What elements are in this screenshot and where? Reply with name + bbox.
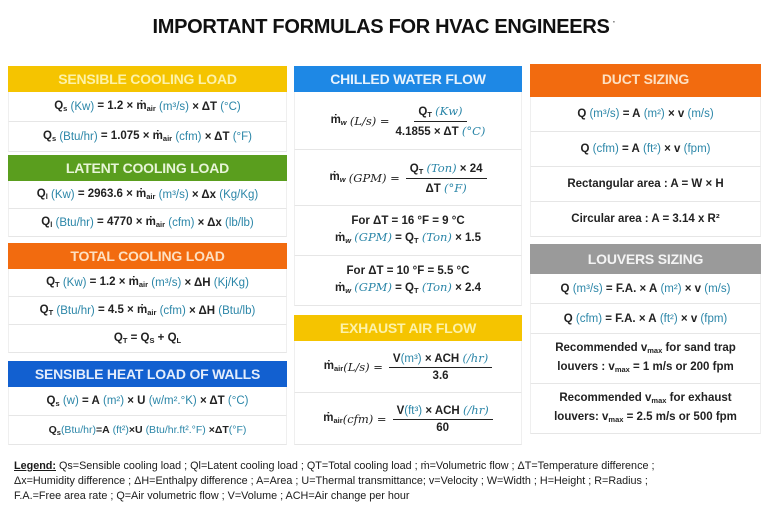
- formula-row: Ql (Kw) = 2963.6 × ṁair (m³/s) × Δx (Kg/…: [8, 181, 287, 209]
- right-column: DUCT SIZING Q (m³/s) = A (m²) × v (m/s) …: [530, 64, 761, 434]
- walls-card: SENSIBLE HEAT LOAD OF WALLS Qs (w) = A (…: [8, 361, 287, 445]
- formula-row: ṁair (L/s) = V(m³) × ACH (/hr) 3.6: [294, 341, 522, 393]
- formula-row: QT (Kw) = 1.2 × ṁair (m³/s) × ΔH (Kj/Kg): [8, 269, 287, 297]
- formula-row: QT (Btu/hr) = 4.5 × ṁair (cfm) × ΔH (Btu…: [8, 297, 287, 325]
- left-column: SENSIBLE COOLING LOAD Qs (Kw) = 1.2 × ṁa…: [8, 66, 287, 445]
- formula-row: Qs (Btu/hr) =A (ft²) ×U (Btu/hr.ft².°F) ×ΔT…: [8, 416, 287, 445]
- middle-column: CHILLED WATER FLOW ṁw (L/s) = QT (Kw) 4.…: [294, 66, 522, 445]
- walls-header: SENSIBLE HEAT LOAD OF WALLS: [8, 361, 287, 387]
- chilled-water-card: CHILLED WATER FLOW ṁw (L/s) = QT (Kw) 4.…: [294, 66, 522, 306]
- formula-row: Q (cfm) = F.A. × A (ft²) × v (fpm): [530, 304, 761, 334]
- exhaust-air-header: EXHAUST AIR FLOW: [294, 315, 522, 341]
- formula-row: For ΔT = 10 °F = 5.5 °C ṁw (GPM) = QT (T…: [294, 256, 522, 306]
- legend: Legend: Qs=Sensible cooling load ; Ql=La…: [14, 459, 764, 504]
- formula-row: ṁw (L/s) = QT (Kw) 4.1855 × ΔT (°C): [294, 92, 522, 150]
- formula-row: Q (m³/s) = A (m²) × v (m/s): [530, 97, 761, 132]
- louvers-card: LOUVERS SIZING Q (m³/s) = F.A. × A (m²) …: [530, 244, 761, 434]
- latent-cooling-header: LATENT COOLING LOAD: [8, 155, 287, 181]
- total-cooling-card: TOTAL COOLING LOAD QT (Kw) = 1.2 × ṁair …: [8, 243, 287, 353]
- formula-row: Q (m³/s) = F.A. × A (m²) × v (m/s): [530, 274, 761, 304]
- legend-line-1: Legend: Qs=Sensible cooling load ; Ql=La…: [14, 460, 655, 472]
- formula-row: Qs (w) = A (m²) × U (w/m².°K) × ΔT (°C): [8, 387, 287, 416]
- latent-cooling-card: LATENT COOLING LOAD Ql (Kw) = 2963.6 × ṁ…: [8, 155, 287, 237]
- formula-row: Qs (Btu/hr) = 1.075 × ṁair (cfm) × ΔT (°…: [8, 122, 287, 152]
- sensible-cooling-card: SENSIBLE COOLING LOAD Qs (Kw) = 1.2 × ṁa…: [8, 66, 287, 152]
- formula-row: ṁair (cfm) = V(ft³) × ACH (/hr) 60: [294, 393, 522, 445]
- page-title: IMPORTANT FORMULAS FOR HVAC ENGINEERS ·: [152, 16, 616, 38]
- duct-sizing-header: DUCT SIZING: [530, 64, 761, 97]
- formula-row: Qs (Kw) = 1.2 × ṁair (m³/s) × ΔT (°C): [8, 92, 287, 122]
- duct-sizing-card: DUCT SIZING Q (m³/s) = A (m²) × v (m/s) …: [530, 64, 761, 237]
- note-row: Recommended vmax for exhaust louvers: vm…: [530, 384, 761, 434]
- legend-line-2: Δx=Humidity difference ; ΔH=Enthalpy dif…: [14, 475, 648, 487]
- formula-row: Circular area : A = 3.14 x R²: [530, 202, 761, 237]
- exhaust-air-card: EXHAUST AIR FLOW ṁair (L/s) = V(m³) × ACH…: [294, 315, 522, 445]
- chilled-water-header: CHILLED WATER FLOW: [294, 66, 522, 92]
- louvers-header: LOUVERS SIZING: [530, 244, 761, 274]
- formula-row: QT = QS + QL: [8, 325, 287, 353]
- formula-row: ṁw (GPM) = QT (Ton) × 24 ΔT (°F): [294, 150, 522, 206]
- formula-row: Q (cfm) = A (ft²) × v (fpm): [530, 132, 761, 167]
- sensible-cooling-header: SENSIBLE COOLING LOAD: [8, 66, 287, 92]
- formula-row: Rectangular area : A = W × H: [530, 167, 761, 202]
- legend-line-3: F.A.=Free area rate ; Q=Air volumetric f…: [14, 490, 410, 502]
- formula-row: Ql (Btu/hr) = 4770 × ṁair (cfm) × Δx (lb…: [8, 209, 287, 237]
- formula-row: For ΔT = 16 °F = 9 °C ṁw (GPM) = QT (Ton…: [294, 206, 522, 256]
- total-cooling-header: TOTAL COOLING LOAD: [8, 243, 287, 269]
- note-row: Recommended vmax for sand trap louvers :…: [530, 334, 761, 384]
